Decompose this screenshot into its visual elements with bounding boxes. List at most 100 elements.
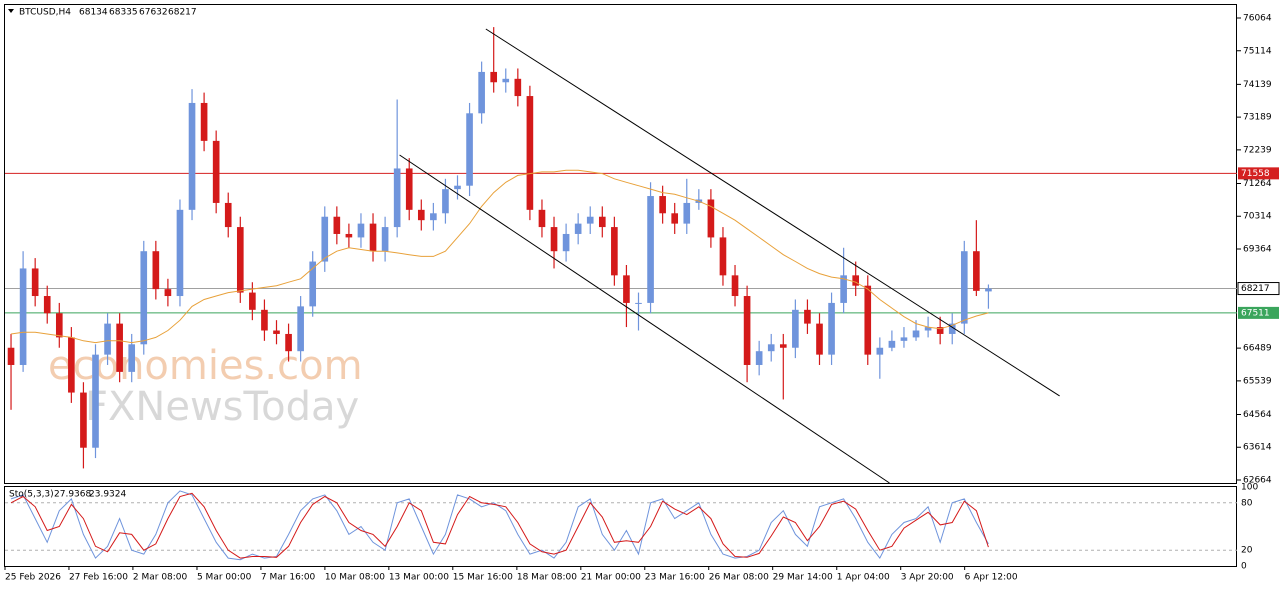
stoch-tick-label: 80 [1241, 498, 1253, 508]
candle-body [538, 209, 546, 228]
candle-body [417, 209, 425, 221]
candle-body [611, 227, 618, 276]
candle-body [792, 309, 799, 348]
stochastic-line [10, 490, 989, 561]
candle-body [454, 185, 461, 190]
y-tick-label: 63614 [1243, 443, 1272, 453]
candle-body [333, 216, 341, 234]
candle-body [924, 327, 932, 331]
candle-body [261, 309, 268, 331]
candle-body [755, 351, 763, 365]
x-tick-label: 15 Mar 16:00 [453, 573, 513, 583]
candle-body [466, 113, 473, 186]
candle-body [285, 333, 292, 352]
candle-body [635, 302, 642, 304]
price-tag-label: 67511 [1241, 308, 1270, 318]
candle-body [623, 275, 630, 303]
candle-body [779, 344, 787, 348]
candle-body [31, 268, 39, 297]
candle-body [900, 337, 908, 341]
candle-body [852, 275, 860, 286]
x-tick-label: 23 Mar 16:00 [645, 573, 705, 583]
stochastic-main-value: 27.9368 [54, 490, 91, 500]
candle-body [104, 323, 111, 355]
channel-line [485, 28, 1060, 397]
candle-body [140, 251, 148, 345]
y-tick-label: 66489 [1243, 344, 1272, 354]
candle-body [828, 302, 835, 355]
candle-body [586, 216, 594, 224]
stochastic-signal-value: 23.9324 [89, 490, 126, 500]
candle-body [514, 78, 522, 97]
main-panel [4, 4, 1237, 484]
candle-body [381, 227, 389, 252]
x-tick-label: 29 Mar 14:00 [773, 573, 833, 583]
y-tick-label: 71264 [1243, 179, 1272, 189]
candle-body [128, 344, 136, 372]
watermark-text: economies.com [48, 343, 363, 389]
y-tick-label: 65539 [1243, 376, 1272, 386]
y-tick-label: 75114 [1243, 46, 1272, 56]
candle-body [985, 288, 992, 292]
candle-body [804, 309, 811, 324]
x-tick-label: 7 Mar 16:00 [261, 573, 316, 583]
plot [7, 27, 1060, 561]
stochastic-panel [4, 486, 1237, 567]
y-tick-label: 64564 [1243, 410, 1272, 420]
candle-body [405, 168, 413, 210]
candle-body [212, 140, 220, 203]
stoch-tick-label: 100 [1241, 483, 1258, 493]
candle-body [188, 102, 196, 210]
stochastic-line [10, 492, 989, 559]
header-high: 68335 [109, 8, 138, 18]
stoch-tick-label: 20 [1241, 546, 1253, 556]
candle-body [345, 233, 353, 238]
candle-body [490, 71, 498, 83]
candle-body [731, 275, 739, 297]
price-tag [1238, 306, 1279, 319]
candle-body [176, 209, 184, 297]
y-tick-label: 76064 [1243, 13, 1272, 23]
candle-body [647, 196, 654, 303]
y-tick-label: 72239 [1243, 145, 1272, 155]
candle-body [960, 251, 968, 324]
x-tick-label: 5 Mar 00:00 [197, 573, 252, 583]
candle-body [152, 251, 160, 290]
candle-body [19, 268, 27, 365]
stochastic-label: Sto(5,3,3) [9, 490, 54, 500]
candle-body [92, 354, 99, 448]
x-tick-label: 13 Mar 00:00 [389, 573, 449, 583]
menu-arrow [8, 9, 14, 13]
candle-body [236, 227, 244, 293]
candle-body [249, 292, 256, 310]
candle-body [659, 196, 666, 214]
header-open: 68134 [79, 8, 108, 18]
candle-body [369, 223, 377, 252]
stoch-tick-label: 0 [1241, 562, 1247, 572]
y-tick-label: 73189 [1243, 113, 1272, 123]
candle-body [948, 323, 956, 334]
candle-body [936, 327, 944, 334]
candle-body [888, 340, 896, 348]
candle-body [574, 223, 582, 234]
candle-body [55, 313, 63, 338]
candle-body [200, 102, 208, 141]
header-close: 68217 [168, 8, 197, 18]
candle-body [743, 296, 751, 365]
candle-body [224, 202, 232, 228]
x-tick-label: 25 Feb 2026 [5, 573, 61, 583]
x-tick-label: 10 Mar 08:00 [325, 573, 385, 583]
candle-body [973, 251, 980, 291]
x-tick-label: 2 Mar 08:00 [133, 573, 188, 583]
candle-body [502, 78, 510, 83]
candle-body [671, 213, 679, 224]
watermark: economies.com FXNewsToday [48, 343, 363, 430]
header-low: 67632 [139, 8, 168, 18]
symbol: BTCUSD,H4 [19, 8, 71, 18]
candle-body [526, 96, 534, 210]
watermark-text: FXNewsToday [85, 384, 359, 430]
candle-body [840, 275, 847, 303]
axes: 76064 75114 74139 73189 72239 71264 70314 69364… [4, 13, 1280, 583]
price-tag [1237, 282, 1280, 296]
